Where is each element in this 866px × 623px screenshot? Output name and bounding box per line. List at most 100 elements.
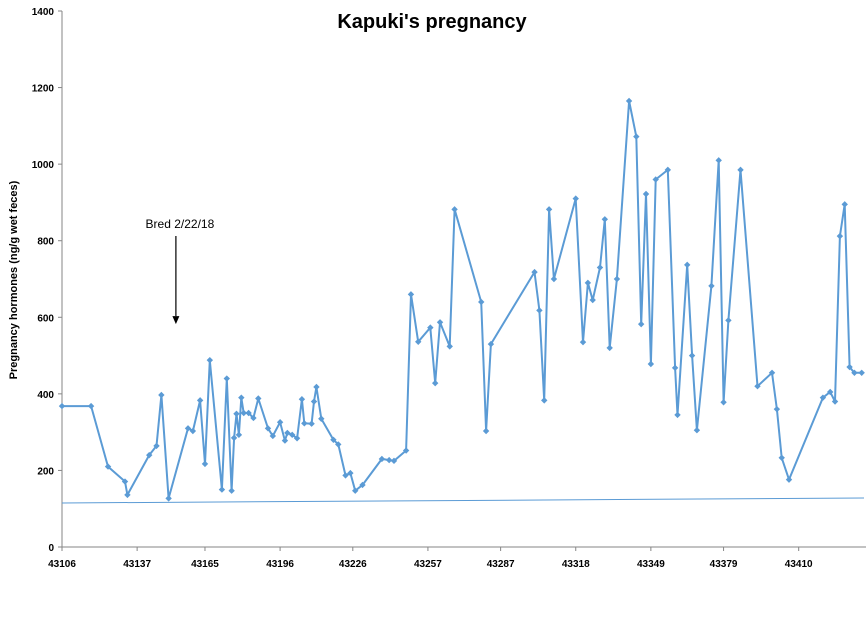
data-point [165,495,172,502]
data-point [625,97,633,105]
data-point [754,383,761,390]
data-point [385,456,393,464]
data-point [647,360,655,368]
trendline-line [61,497,865,504]
data-point [121,478,129,485]
x-tick-label: 43349 [637,559,665,570]
y-tick-label: 1000 [32,160,55,171]
data-point [230,434,238,442]
data-point [773,405,781,413]
data-point [196,397,204,404]
data-point [671,364,679,372]
data-point [785,476,793,483]
data-point [298,396,306,403]
data-point [693,427,701,434]
data-point [415,338,422,345]
data-point [436,319,444,326]
data-point [851,369,858,376]
data-point [768,369,776,376]
data-point [342,472,349,479]
y-tick-label: 1400 [32,7,55,18]
data-point [223,375,230,382]
data-point [584,279,592,287]
data-point [276,418,284,426]
data-point [550,275,558,283]
data-point [579,338,587,346]
data-point [158,391,165,399]
x-tick-label: 43287 [487,559,515,570]
x-tick-label: 43226 [339,559,367,570]
x-tick-label: 43137 [123,559,151,570]
data-point [545,206,553,213]
data-point [264,425,272,432]
y-tick-label: 800 [37,237,54,248]
x-tick-label: 43318 [562,559,590,570]
data-point [858,369,865,376]
data-point [206,356,214,364]
data-point [633,133,640,140]
trendline [61,497,865,504]
data-point [637,320,645,328]
data-point [378,455,386,463]
data-point [124,491,131,499]
data-point [289,431,296,439]
data-point [572,195,579,202]
data-point [431,379,439,387]
bred-arrow-head [172,316,180,325]
data-point [531,268,538,276]
data-point [250,414,257,422]
data-point [313,383,320,391]
y-axis-title: Pregnancy hormones (ng/g wet feces) [8,180,20,379]
data-point [674,411,681,419]
data-point [836,232,844,240]
data-point [606,344,613,352]
data-point [446,343,453,350]
data-point [146,451,153,459]
data-point [255,395,262,402]
data-point [715,157,722,164]
x-tick-label: 43196 [266,559,294,570]
data-point [87,402,95,410]
data-point [478,298,485,306]
data-point [310,398,318,405]
data-point [301,420,308,427]
x-tick-label: 43410 [785,559,813,570]
y-tick-label: 600 [37,313,54,324]
data-point [407,291,415,298]
data-point [269,432,277,440]
data-point [245,409,252,417]
data-point [613,275,621,283]
data-point [218,486,226,493]
data-point [359,481,366,489]
data-point [201,460,209,468]
data-point [451,206,458,213]
y-tick-label: 1200 [32,84,55,95]
data-point [281,437,289,444]
data-point [652,176,659,183]
data-point [318,415,325,422]
y-tick-label: 200 [37,466,54,477]
series-line [62,100,862,500]
data-point [720,399,727,406]
data-point [58,402,66,410]
bred-annotation: Bred 2/22/18 [146,217,215,325]
y-tick-label: 400 [37,390,54,401]
data-point [596,264,604,271]
data-point [284,429,291,437]
data-point [189,427,197,435]
data-point [347,469,354,477]
data-point [826,388,834,396]
data-point [841,201,848,208]
data-point [737,166,744,174]
data-point [240,409,247,417]
data-point [541,397,548,404]
data-point [184,425,192,432]
data-point [846,363,853,371]
y-tick-label: 0 [48,543,54,554]
data-point [330,436,337,443]
data-point [293,435,301,442]
data-point [536,307,543,314]
bred-annotation-label: Bred 2/22/18 [146,217,215,231]
data-point [308,420,315,427]
